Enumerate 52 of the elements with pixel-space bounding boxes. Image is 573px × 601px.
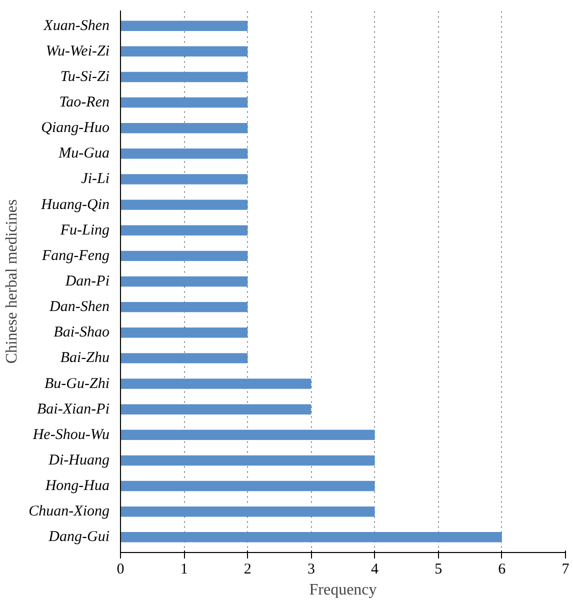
- bar: [120, 276, 248, 287]
- y-tick-label: Dan-Pi: [64, 274, 110, 290]
- y-tick-label: Ji-Li: [81, 171, 110, 188]
- bar: [120, 97, 248, 108]
- bar: [120, 480, 375, 492]
- x-tick-label: 2: [244, 562, 252, 578]
- bar: [120, 532, 502, 542]
- bar: [120, 328, 248, 338]
- y-tick-label: Bu-Gu-Zhi: [44, 376, 110, 392]
- x-tick-label: 5: [434, 562, 442, 578]
- bar: [120, 353, 248, 364]
- y-axis-title: Chinese herbal medicines: [4, 199, 21, 364]
- bar: [120, 72, 248, 82]
- y-tick-label: Bai-Xian-Pi: [37, 401, 110, 418]
- x-tick-label: 4: [371, 562, 380, 578]
- bar: [120, 404, 312, 414]
- bar: [120, 378, 312, 389]
- bar: [120, 200, 248, 210]
- y-tick-label: Dan-Shen: [48, 299, 110, 316]
- bar: [120, 302, 248, 312]
- y-tick-label: Bai-Shao: [54, 324, 110, 341]
- x-tick-label: 0: [116, 562, 124, 578]
- y-tick-label: Mu-Gua: [58, 146, 110, 162]
- y-tick-label: Huang-Qin: [40, 196, 110, 213]
- y-tick-label: Hong-Hua: [44, 478, 110, 494]
- bar: [120, 174, 248, 184]
- bar: [120, 250, 248, 262]
- x-tick-label: 3: [307, 562, 315, 578]
- y-tick-label: Chuan-Xiong: [28, 504, 110, 520]
- x-tick-label: 1: [180, 562, 188, 578]
- bar: [120, 148, 248, 159]
- x-tick-label: 6: [498, 562, 506, 578]
- bar: [120, 122, 248, 134]
- y-tick-label: Dang-Gui: [48, 529, 110, 546]
- bar: [120, 430, 375, 440]
- bar: [120, 455, 375, 466]
- y-tick-label: Fu-Ling: [59, 222, 110, 238]
- x-tick-label: 7: [562, 562, 570, 578]
- bar: [120, 46, 248, 57]
- y-tick-label: He-Shou-Wu: [32, 426, 110, 443]
- y-tick-label: Xuan-Shen: [42, 18, 110, 34]
- y-tick-label: Qiang-Huo: [41, 120, 110, 136]
- bar: [120, 506, 375, 517]
- y-tick-label: Bai-Zhu: [60, 350, 110, 366]
- y-tick-label: Tu-Si-Zi: [60, 68, 110, 85]
- y-tick-label: Fang-Feng: [41, 248, 110, 264]
- y-tick-label: Tao-Ren: [59, 94, 110, 111]
- x-axis-title: Frequency: [309, 582, 377, 598]
- bar: [120, 225, 248, 236]
- y-tick-label: Di-Huang: [48, 452, 110, 468]
- bar: [120, 20, 248, 31]
- y-tick-label: Wu-Wei-Zi: [46, 43, 110, 60]
